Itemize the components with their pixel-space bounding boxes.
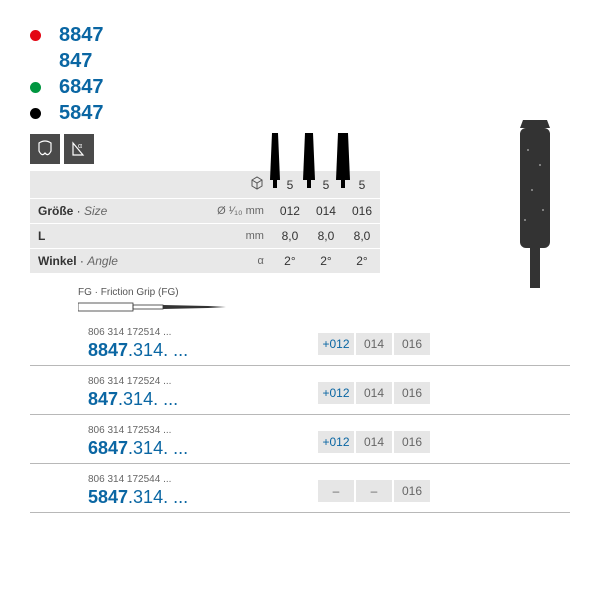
fg-section: FG · Friction Grip (FG) [78,287,570,317]
size-cell: +012 [318,431,354,453]
legend-label: 8847 [59,24,104,47]
product-code-big: 6847.314. ... [88,438,318,459]
product-row: 806 314 172514 ... 8847.314. ...+01201401… [30,327,570,366]
legend-row: 5847 [30,100,570,126]
size-cells: +012014016 [318,431,430,453]
legend-label: 6847 [59,76,104,99]
spec-cell: 016 [344,199,380,224]
product-row: 806 314 172524 ... 847.314. ...+012014016 [30,376,570,415]
angle-icon: α [64,134,94,164]
spec-cell: Winkel · Angle [30,249,176,274]
size-cell: +012 [318,333,354,355]
product-row: 806 314 172534 ... 6847.314. ...+01201401… [30,425,570,464]
color-dot [30,108,41,119]
product-legend: 8847 847 6847 5847 [30,22,570,126]
fg-label: FG · Friction Grip (FG) [78,287,570,298]
size-cell: 016 [394,480,430,502]
size-cell: – [356,480,392,502]
spec-cell: mm [176,224,272,249]
product-codes: 806 314 172534 ... 6847.314. ... [48,425,318,459]
size-cells: ––016 [318,480,430,502]
spec-cell: 8,0 [272,224,308,249]
size-cell: 014 [356,431,392,453]
fg-shank-drawing [78,300,228,314]
legend-row: 8847 [30,22,570,48]
bur-silhouettes-small [258,130,360,188]
product-codes: 806 314 172514 ... 8847.314. ... [48,327,318,361]
spec-cell: α [176,249,272,274]
svg-text:α: α [78,143,82,150]
legend-label: 5847 [59,102,104,125]
product-row: 806 314 172544 ...5847.314. ...––016 [30,474,570,513]
product-code-small: 806 314 172524 ... [88,376,318,387]
spec-cell: 8,0 [308,224,344,249]
product-code-big: 8847.314. ... [88,340,318,361]
product-code-small: 806 314 172534 ... [88,425,318,436]
spec-cell: 012 [272,199,308,224]
spec-cell: 8,0 [344,224,380,249]
size-cell: 016 [394,382,430,404]
spec-cell: L [30,224,176,249]
legend-row: 6847 [30,74,570,100]
tooth-icon [30,134,60,164]
bur-silhouette-large [510,120,560,290]
product-code-small: 806 314 172544 ... [88,474,318,485]
spec-cell: 2° [344,249,380,274]
legend-row: 847 [30,48,570,74]
color-dot [30,82,41,93]
color-dot [30,30,41,41]
product-codes: 806 314 172524 ... 847.314. ... [48,376,318,410]
spec-cell: 2° [272,249,308,274]
product-code-big: 847.314. ... [88,389,318,410]
legend-label: 847 [59,50,92,73]
product-codes: 806 314 172544 ... 5847.314. ... [48,474,318,508]
size-cell: 016 [394,333,430,355]
size-cells: +012014016 [318,382,430,404]
size-cell: 014 [356,333,392,355]
spec-cell: 2° [308,249,344,274]
size-cell: +012 [318,382,354,404]
size-cell: 016 [394,431,430,453]
size-cells: +012014016 [318,333,430,355]
spec-cell: Ø ¹⁄₁₀ mm [176,199,272,224]
spec-cell: Größe · Size [30,199,176,224]
product-code-small: 806 314 172514 ... [88,327,318,338]
size-cell: 014 [356,382,392,404]
spec-cell: 014 [308,199,344,224]
product-code-big: 5847.314. ... [88,487,318,508]
size-cell: – [318,480,354,502]
product-rows: 806 314 172514 ...8847.314. ...+01201401… [30,327,570,513]
spec-cell [30,171,176,199]
